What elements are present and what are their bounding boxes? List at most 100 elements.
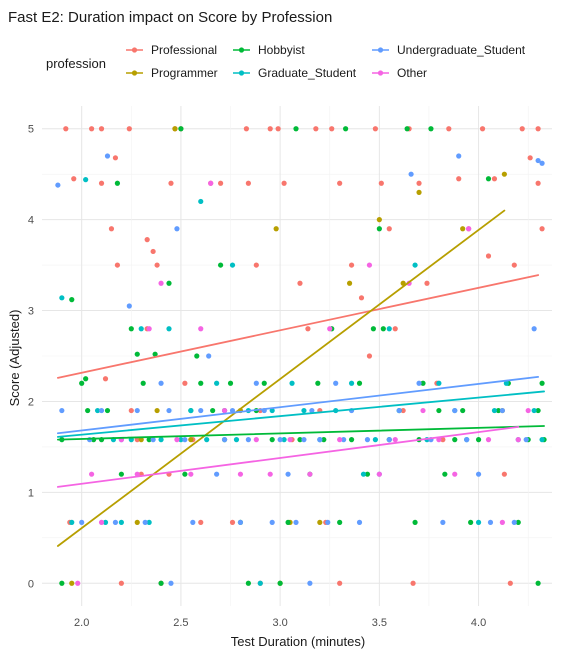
data-point: [243, 126, 249, 132]
data-point: [83, 376, 89, 382]
data-point: [178, 437, 184, 443]
data-point: [94, 407, 101, 414]
data-point: [89, 126, 95, 132]
data-point: [501, 471, 507, 477]
data-point: [446, 126, 452, 132]
data-point: [329, 126, 335, 132]
data-point: [378, 180, 384, 186]
data-point: [386, 226, 392, 232]
data-point: [281, 437, 287, 443]
data-point: [293, 519, 299, 525]
y-tick-label: 4: [28, 215, 34, 227]
data-point: [499, 407, 505, 414]
data-point: [392, 326, 398, 332]
data-point: [400, 407, 406, 414]
data-point: [293, 126, 299, 132]
data-point: [452, 471, 458, 477]
data-point: [128, 326, 134, 332]
data-point: [360, 471, 367, 477]
data-point: [59, 580, 65, 586]
data-point: [485, 437, 492, 443]
y-tick-label: 5: [28, 124, 34, 136]
data-point: [412, 519, 418, 525]
data-point: [535, 580, 541, 586]
data-point: [188, 407, 194, 414]
data-point: [253, 262, 259, 268]
data-point: [237, 519, 244, 525]
y-tick-label: 2: [28, 396, 34, 408]
data-point: [321, 437, 327, 443]
data-point: [150, 437, 156, 443]
data-point: [327, 326, 333, 332]
data-point: [269, 437, 275, 443]
data-point: [366, 353, 373, 359]
data-point: [134, 519, 140, 525]
series-points: [59, 177, 545, 586]
data-point: [464, 437, 470, 443]
y-tick-label: 0: [28, 578, 34, 590]
data-point: [63, 126, 69, 132]
data-point: [277, 437, 283, 443]
data-point: [178, 126, 184, 132]
data-point: [245, 180, 251, 186]
data-point: [55, 182, 61, 188]
data-point: [98, 180, 105, 186]
data-point: [146, 437, 152, 443]
data-point: [168, 580, 174, 586]
data-point: [198, 198, 204, 205]
data-point: [358, 295, 365, 301]
data-point: [343, 126, 349, 132]
trend-layer: [56, 209, 545, 547]
data-point: [356, 380, 363, 386]
data-point: [307, 580, 313, 586]
data-point: [376, 471, 382, 477]
data-point: [333, 380, 339, 386]
data-point: [146, 326, 152, 332]
data-point: [166, 326, 172, 332]
data-point: [440, 437, 446, 443]
data-point: [154, 407, 160, 414]
data-point: [348, 437, 355, 443]
data-point: [436, 437, 442, 443]
series-points: [75, 180, 531, 586]
data-point: [317, 437, 323, 443]
y-tick-label: 3: [28, 306, 34, 318]
data-point: [404, 126, 410, 132]
data-point: [134, 351, 140, 357]
data-point: [79, 519, 85, 525]
data-point: [307, 471, 313, 477]
data-point: [108, 226, 115, 232]
data-point: [158, 437, 164, 443]
data-point: [535, 157, 541, 164]
data-point: [154, 262, 160, 268]
legend-label: Graduate_Student: [258, 66, 357, 80]
y-axis-ticks: 0 1 2 3 4 5: [28, 124, 34, 591]
trend-line: [56, 425, 545, 441]
data-point: [452, 407, 458, 414]
data-point: [79, 380, 85, 386]
data-point: [114, 180, 121, 186]
legend-item: Other: [372, 66, 427, 80]
data-point: [525, 407, 531, 414]
data-point: [356, 519, 363, 525]
data-point: [372, 437, 378, 443]
data-point: [128, 407, 134, 414]
data-point: [370, 326, 377, 332]
data-point: [337, 180, 343, 186]
data-point: [102, 519, 109, 525]
data-point: [337, 437, 343, 443]
data-point: [475, 519, 482, 525]
data-point: [315, 380, 321, 386]
data-point: [485, 176, 492, 182]
data-point: [142, 519, 148, 525]
data-point: [158, 380, 164, 386]
data-point: [424, 280, 430, 286]
data-point: [253, 380, 259, 386]
data-point: [134, 407, 140, 414]
data-point: [416, 189, 422, 195]
data-point: [456, 153, 462, 159]
legend-key-dot: [131, 70, 138, 76]
data-point: [539, 437, 545, 443]
data-point: [364, 437, 371, 443]
data-point: [376, 217, 382, 223]
